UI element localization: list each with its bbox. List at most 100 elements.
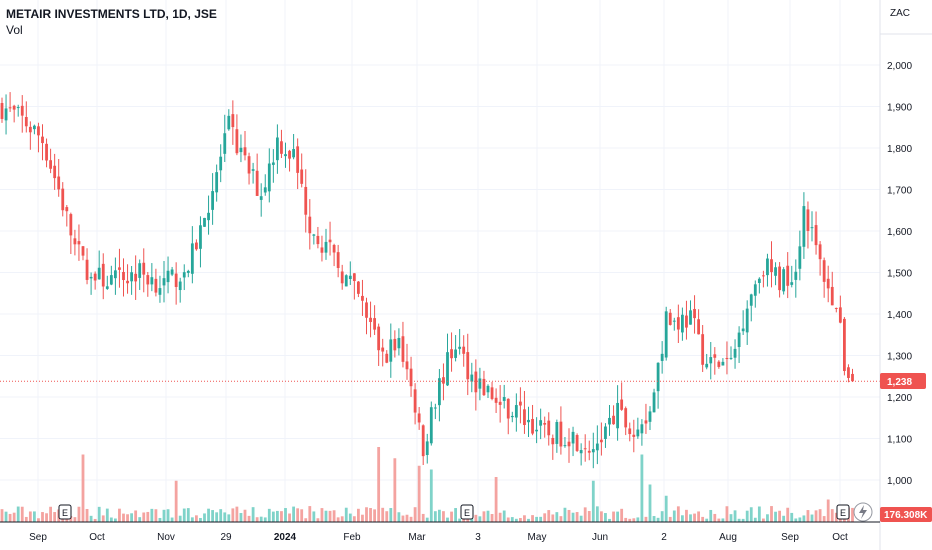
candle-body xyxy=(531,418,534,434)
candle-body xyxy=(563,445,567,447)
candle-body xyxy=(628,428,632,435)
volume-badge-text: 176.308K xyxy=(884,510,928,521)
candle-body xyxy=(223,133,227,154)
candle-body xyxy=(741,328,745,332)
volume-bar xyxy=(385,511,389,522)
y-tick-label: 1,100 xyxy=(887,435,912,446)
earnings-marker[interactable] xyxy=(836,504,850,520)
volume-bar xyxy=(806,510,810,522)
candle-body xyxy=(320,247,324,253)
candle-body xyxy=(158,288,162,295)
candle-body xyxy=(101,263,105,287)
candle-body xyxy=(685,315,688,328)
volume-bar xyxy=(280,511,283,522)
volume-bar xyxy=(494,477,498,522)
volume-bar xyxy=(239,513,243,522)
candle-body xyxy=(810,227,814,229)
x-tick-label: Mar xyxy=(408,532,426,543)
candle-body xyxy=(802,206,806,247)
volume-bar xyxy=(664,495,668,522)
candle-body xyxy=(49,160,52,169)
volume-bar xyxy=(182,508,186,522)
volume-bar xyxy=(397,512,401,522)
candle-body xyxy=(288,150,291,159)
volume-bar xyxy=(33,511,36,522)
candle-body xyxy=(689,310,692,325)
volume-bar xyxy=(8,513,12,522)
candle-body xyxy=(620,399,624,410)
candle-body xyxy=(474,371,478,393)
candle-body xyxy=(826,278,830,289)
chart-title: METAIR INVESTMENTS LTD, 1D, JSE xyxy=(6,7,217,21)
volume-bar xyxy=(417,465,421,522)
candle-body xyxy=(798,246,802,269)
candle-body xyxy=(118,267,121,270)
candle-body xyxy=(790,282,794,285)
volume-bar xyxy=(717,518,721,522)
candle-body xyxy=(664,311,668,358)
candle-body xyxy=(794,271,798,280)
candle-body xyxy=(425,441,429,456)
candle-body xyxy=(4,108,8,121)
volume-bar xyxy=(620,508,624,522)
volume-bar xyxy=(357,508,360,522)
volume-bar xyxy=(85,508,89,522)
volume-bar xyxy=(28,511,32,522)
volume-bar xyxy=(65,517,69,522)
volume-bar xyxy=(604,513,607,522)
candle-body xyxy=(466,352,470,380)
volume-bar xyxy=(648,484,652,522)
volume-bar xyxy=(73,517,77,522)
volume-bar xyxy=(300,509,304,522)
volume-bar xyxy=(486,510,490,522)
candle-body xyxy=(195,242,198,250)
volume-bar xyxy=(37,518,40,522)
lightning-icon[interactable] xyxy=(853,502,873,522)
candle-body xyxy=(174,273,178,287)
volume-bar xyxy=(231,508,235,522)
volume-bar xyxy=(381,507,385,522)
candle-body xyxy=(498,401,502,405)
volume-bar xyxy=(745,510,749,522)
candle-body xyxy=(462,346,466,354)
candle-body xyxy=(215,172,219,193)
volume-bar xyxy=(555,512,559,522)
y-axis-labels[interactable]: 1,000 1,100 1,200 1,300 1,400 1,500 1,600 1,700… xyxy=(887,61,912,487)
x-tick-label: Aug xyxy=(719,532,737,543)
candle-body xyxy=(178,281,182,291)
candle-body xyxy=(28,126,32,133)
earnings-marker[interactable] xyxy=(460,504,474,520)
candle-body xyxy=(340,271,344,284)
candle-body xyxy=(352,273,356,282)
candle-body xyxy=(134,273,138,282)
candle-body xyxy=(681,314,684,333)
volume-bar xyxy=(304,518,308,522)
x-axis-labels[interactable]: Sep Oct Nov 29 2024 Feb Mar 3 May Jun 2 Aug Sep Oct xyxy=(29,532,848,543)
volume-bar xyxy=(365,507,368,522)
candle-body xyxy=(417,413,421,423)
candle-body xyxy=(389,339,393,362)
volume-bar xyxy=(69,516,73,522)
candle-body xyxy=(409,368,413,387)
volume-bar xyxy=(361,514,364,522)
volume-bar xyxy=(401,515,405,522)
volume-bar xyxy=(482,511,486,522)
volume-bar xyxy=(373,509,376,522)
currency-label[interactable]: ZAC xyxy=(890,8,910,19)
volume-bar xyxy=(24,516,28,522)
candle-body xyxy=(93,273,97,281)
volume-bar xyxy=(170,517,174,522)
volume-bar xyxy=(741,518,745,522)
earnings-marker[interactable] xyxy=(58,504,72,520)
candle-body xyxy=(186,270,190,273)
volume-bar xyxy=(174,480,178,522)
volume-bar xyxy=(0,509,4,522)
volume-bar xyxy=(162,509,166,522)
candle-body xyxy=(190,243,194,274)
candle-body xyxy=(114,270,117,279)
x-tick-label: Sep xyxy=(29,532,47,543)
volume-bar xyxy=(276,510,279,522)
